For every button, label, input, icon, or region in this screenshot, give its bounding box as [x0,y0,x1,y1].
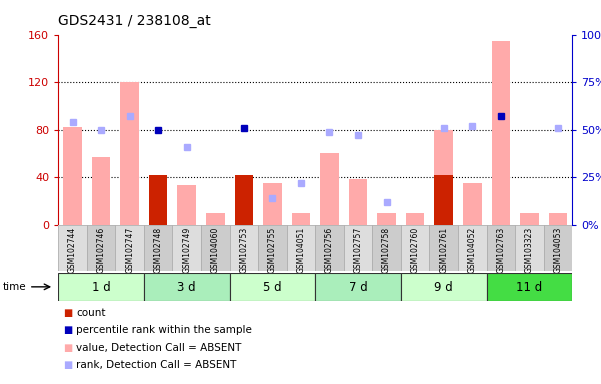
Bar [520,213,538,225]
Bar [315,273,401,301]
Text: GSM104052: GSM104052 [468,227,477,273]
Bar [58,273,144,301]
Bar [486,225,515,271]
Text: 11 d: 11 d [516,281,543,293]
Text: GSM104060: GSM104060 [211,227,220,273]
Text: GSM102763: GSM102763 [496,227,505,273]
Bar [177,185,196,225]
Bar [429,225,458,271]
Text: GSM102760: GSM102760 [410,227,419,273]
Bar [144,273,230,301]
Bar [406,213,424,225]
Text: percentile rank within the sample: percentile rank within the sample [76,325,252,335]
Text: value, Detection Call = ABSENT: value, Detection Call = ABSENT [76,343,242,353]
Text: 3 d: 3 d [177,281,196,293]
Bar [201,225,230,271]
Bar [435,175,453,225]
Text: 9 d: 9 d [435,281,453,293]
Bar [234,215,253,225]
Bar [515,225,543,271]
Text: GSM103323: GSM103323 [525,227,534,273]
Bar [315,225,344,271]
Bar [206,213,225,225]
Bar [144,225,172,271]
Text: GSM102746: GSM102746 [97,227,106,273]
Text: GSM102756: GSM102756 [325,227,334,273]
Text: ■: ■ [63,360,72,370]
Bar [549,213,567,225]
Text: ■: ■ [63,308,72,318]
Text: count: count [76,308,106,318]
Text: GSM102761: GSM102761 [439,227,448,273]
Text: ■: ■ [63,325,72,335]
Bar [320,153,339,225]
Bar [543,225,572,271]
Text: GSM102748: GSM102748 [154,227,163,273]
Text: GSM102757: GSM102757 [353,227,362,273]
Bar [234,175,253,225]
Text: GSM102758: GSM102758 [382,227,391,273]
Text: GSM104051: GSM104051 [296,227,305,273]
Bar [458,225,486,271]
Bar [149,175,168,225]
Text: GSM102755: GSM102755 [268,227,277,273]
Bar [230,273,315,301]
Text: time: time [3,282,26,292]
Bar [149,215,168,225]
Bar [87,225,115,271]
Bar [287,225,315,271]
Bar [263,183,282,225]
Text: GSM102744: GSM102744 [68,227,77,273]
Text: GSM102749: GSM102749 [182,227,191,273]
Text: 5 d: 5 d [263,281,282,293]
Text: GDS2431 / 238108_at: GDS2431 / 238108_at [58,14,211,28]
Bar [120,82,139,225]
Bar [463,183,481,225]
Bar [492,40,510,225]
Bar [372,225,401,271]
Text: 7 d: 7 d [349,281,367,293]
Bar [115,225,144,271]
Text: GSM104053: GSM104053 [554,227,563,273]
Bar [291,213,310,225]
Bar [63,127,82,225]
Bar [172,225,201,271]
Bar [435,130,453,225]
Text: ■: ■ [63,343,72,353]
Bar [58,225,87,271]
Bar [349,179,367,225]
Bar [377,213,396,225]
Text: GSM102753: GSM102753 [239,227,248,273]
Text: rank, Detection Call = ABSENT: rank, Detection Call = ABSENT [76,360,237,370]
Bar [401,225,429,271]
Bar [230,225,258,271]
Bar [92,157,111,225]
Bar [401,273,486,301]
Bar [486,273,572,301]
Bar [258,225,287,271]
Text: GSM102747: GSM102747 [125,227,134,273]
Bar [344,225,372,271]
Text: 1 d: 1 d [92,281,111,293]
